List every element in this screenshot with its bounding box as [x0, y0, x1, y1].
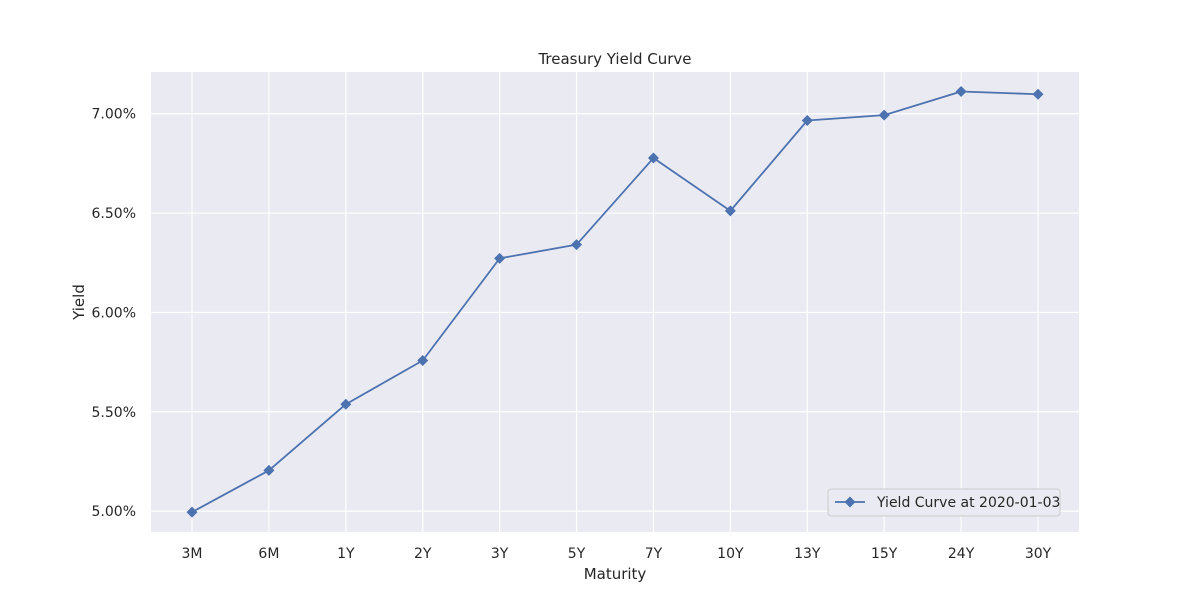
- series-line: [191, 90, 1039, 513]
- y-tick-label: 6.00%: [92, 305, 136, 321]
- chart-title: Treasury Yield Curve: [537, 50, 691, 68]
- y-tick-label: 7.00%: [92, 107, 136, 123]
- data-point-5y: [571, 239, 583, 251]
- x-tick-label: 2Y: [414, 546, 432, 562]
- legend-marker-diamond: [844, 496, 856, 508]
- data-point-6m: [263, 464, 275, 476]
- x-tick-label: 3Y: [491, 546, 509, 562]
- y-tick-label: 5.00%: [92, 504, 136, 520]
- x-tick-label: 24Y: [948, 546, 975, 562]
- data-point-2y: [417, 355, 429, 367]
- y-axis-title: Yield: [70, 284, 88, 321]
- x-tick-label: 5Y: [568, 546, 586, 562]
- x-tick-label: 13Y: [794, 546, 821, 562]
- legend: Yield Curve at 2020-01-03: [827, 488, 1061, 517]
- x-axis-title: Maturity: [584, 565, 647, 583]
- plot-area: [151, 72, 1079, 532]
- y-tick-label: 5.50%: [92, 405, 136, 421]
- x-tick-label: 1Y: [337, 546, 355, 562]
- data-point-1y: [340, 398, 352, 410]
- data-point-15y: [878, 109, 890, 121]
- data-point-24y: [955, 85, 967, 97]
- data-point-3y: [494, 252, 506, 264]
- series-group: [186, 85, 1044, 518]
- data-point-7y: [647, 152, 659, 164]
- legend-label: Yield Curve at 2020-01-03: [876, 495, 1060, 511]
- x-tick-label: 6M: [258, 546, 279, 562]
- x-tick-label: 15Y: [871, 546, 898, 562]
- data-point-10y: [724, 205, 736, 217]
- tick-labels: 3M 6M 1Y 2Y 3Y 5Y 7Y 10Y 13Y 15Y 24Y 30Y 5.00% 5.50% 6…: [92, 107, 1052, 562]
- y-tick-label: 6.50%: [92, 206, 136, 222]
- legend-box: [827, 488, 1061, 517]
- data-point-13y: [801, 114, 813, 126]
- data-point-30y: [1032, 88, 1044, 100]
- x-tick-label: 30Y: [1025, 546, 1052, 562]
- x-tick-label: 7Y: [645, 546, 663, 562]
- x-tick-label: 10Y: [717, 546, 744, 562]
- x-tick-label: 3M: [182, 546, 203, 562]
- data-point-3m: [186, 506, 198, 518]
